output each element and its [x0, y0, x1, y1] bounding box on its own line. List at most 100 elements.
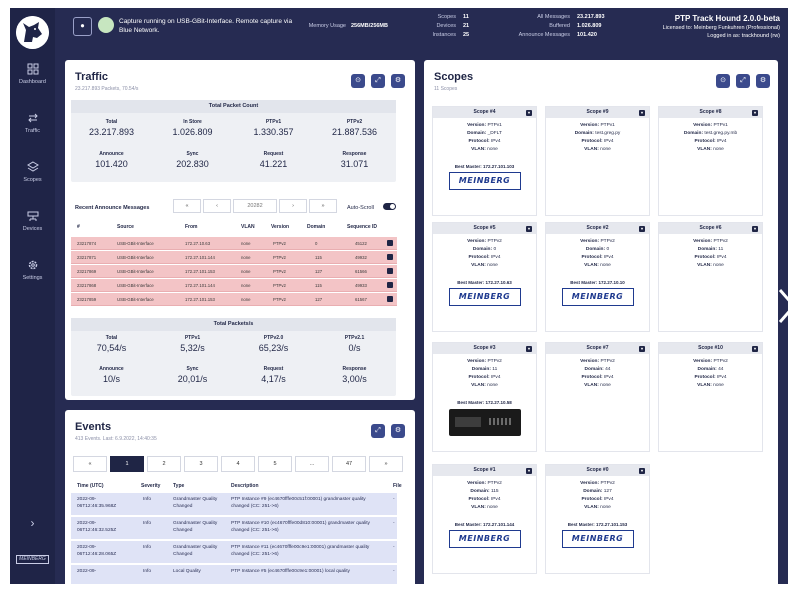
events-page-first[interactable]: «: [73, 456, 107, 472]
column-header[interactable]: Severity: [141, 483, 161, 489]
scope-card[interactable]: Scope #3 ▾ Version: PTPv2 Domain: 11 Protoco…: [432, 342, 537, 452]
record-icon: ⏺: [80, 23, 85, 30]
scope-menu-icon[interactable]: ▾: [639, 345, 645, 352]
scopes-capture-button[interactable]: ⊙: [716, 74, 730, 88]
autoscroll-toggle[interactable]: [383, 203, 396, 210]
column-header[interactable]: From: [185, 224, 198, 230]
scope-card[interactable]: Scope #9 ▾ Version: PTPv1 Domain: test.greg…: [545, 106, 650, 216]
event-row[interactable]: 2022-09-06T12:46:28.065Z Info Grandmaster …: [71, 541, 397, 564]
column-header[interactable]: File: [393, 483, 402, 489]
scope-protocol-label: Protocol:: [581, 139, 603, 144]
scope-card[interactable]: Scope #5 ▾ Version: PTPv2 Domain: 0 Protocol…: [432, 222, 537, 332]
traffic-settings-button[interactable]: ⚙: [391, 74, 405, 88]
scope-menu-icon[interactable]: ▾: [639, 467, 645, 474]
collapse-sidebar-button[interactable]: ›: [30, 516, 35, 530]
pager-last-button[interactable]: »: [309, 199, 337, 213]
row-menu-icon[interactable]: [387, 268, 393, 274]
sidebar-item-dashboard[interactable]: Dashboard: [10, 56, 55, 102]
column-header[interactable]: Sequence ID: [347, 224, 378, 230]
column-header[interactable]: Version: [271, 224, 290, 230]
events-page-5[interactable]: 5: [258, 456, 292, 472]
table-row[interactable]: 23217869 USB-GBit-Interface 172.27.101.153…: [71, 265, 397, 278]
sidebar-item-traffic[interactable]: Traffic: [10, 105, 55, 151]
scope-menu-icon[interactable]: ▾: [526, 225, 532, 232]
sidebar-item-settings[interactable]: Settings: [10, 252, 55, 298]
scope-card[interactable]: Scope #2 ▾ Version: PTPv2 Domain: 0 Protocol…: [545, 222, 650, 332]
row-menu-icon[interactable]: [387, 282, 393, 288]
chevron-right-icon[interactable]: [776, 288, 788, 324]
scope-vlan-label: VLAN:: [584, 263, 599, 268]
cell: 172.27.101.144: [185, 283, 215, 288]
best-master-value: 172.27.10.58: [485, 400, 512, 405]
scope-properties: Version: PTPv2 Domain: 127 Protocol: IPv4 V…: [546, 476, 649, 512]
scope-menu-icon[interactable]: ▾: [752, 109, 758, 116]
scopes-settings-button[interactable]: ⚙: [756, 74, 770, 88]
scope-menu-icon[interactable]: ▾: [752, 225, 758, 232]
scope-vlan: VLAN: none: [546, 262, 649, 270]
pager-next-button[interactable]: ›: [279, 199, 307, 213]
capture-button[interactable]: ⏺: [73, 17, 92, 36]
column-header[interactable]: Time (UTC): [77, 483, 104, 489]
column-header[interactable]: Description: [231, 483, 259, 489]
scope-properties: Version: PTPv2 Domain: 11 Protocol: IPv4 VL…: [659, 234, 762, 270]
event-row[interactable]: 2022-09-06T12:46:35.968Z Info Grandmaster …: [71, 493, 397, 516]
cell: USB-GBit-Interface: [117, 255, 154, 260]
event-row[interactable]: 2022-09- Info Local Quality PTP Instance #5…: [71, 565, 397, 584]
scope-protocol-label: Protocol:: [694, 255, 716, 260]
events-page-4[interactable]: 4: [221, 456, 255, 472]
scope-card[interactable]: Scope #0 ▾ Version: PTPv2 Domain: 127 Protoc…: [545, 464, 650, 574]
cell: PTPv2: [273, 269, 286, 274]
scope-version: Version: PTPv2: [659, 238, 762, 246]
scope-menu-icon[interactable]: ▾: [526, 109, 532, 116]
stat-value: 23.217.893: [88, 127, 135, 137]
table-row[interactable]: 23217859 USB-GBit-Interface 172.27.101.153…: [71, 293, 397, 306]
scope-name: Scope #5: [473, 225, 496, 231]
events-page-47[interactable]: 47: [332, 456, 366, 472]
events-page-2[interactable]: 2: [147, 456, 181, 472]
row-menu-icon[interactable]: [387, 240, 393, 246]
column-header[interactable]: #: [77, 224, 80, 230]
row-menu-icon[interactable]: [387, 254, 393, 260]
table-row[interactable]: 23217874 USB-GBit-Interface 172.27.10.63 no…: [71, 237, 397, 250]
column-header[interactable]: Source: [117, 224, 134, 230]
scope-card[interactable]: Scope #10 ▾ Version: PTPv2 Domain: 44 Protoc…: [658, 342, 763, 452]
app-logo[interactable]: [16, 16, 49, 49]
row-menu-icon[interactable]: [387, 296, 393, 302]
scope-card[interactable]: Scope #6 ▾ Version: PTPv2 Domain: 11 Protoco…: [658, 222, 763, 332]
scope-properties: Version: PTPv2 Domain: 0 Protocol: IPv4 VLA…: [433, 234, 536, 270]
sidebar-item-devices[interactable]: Devices: [10, 203, 55, 249]
scope-menu-icon[interactable]: ▾: [639, 109, 645, 116]
pager-position-input[interactable]: 20282: [233, 199, 277, 213]
column-header[interactable]: VLAN: [241, 224, 255, 230]
stat-value: 202.830: [176, 159, 209, 169]
event-row[interactable]: 2022-09-06T12:46:32.525Z Info Grandmaster …: [71, 517, 397, 540]
events-settings-button[interactable]: ⚙: [391, 424, 405, 438]
scope-vlan: VLAN: none: [546, 146, 649, 154]
events-expand-button[interactable]: ⤢: [371, 424, 385, 438]
scopes-expand-button[interactable]: ⤢: [736, 74, 750, 88]
total-packet-count-header: Total Packet Count: [71, 100, 396, 113]
traffic-capture-button[interactable]: ⊙: [351, 74, 365, 88]
table-row[interactable]: 23217871 USB-GBit-Interface 172.27.101.144…: [71, 251, 397, 264]
scope-menu-icon[interactable]: ▾: [639, 225, 645, 232]
scope-domain: Domain: 127: [546, 488, 649, 496]
column-header[interactable]: Domain: [307, 224, 326, 230]
events-page-1[interactable]: 1: [110, 456, 144, 472]
scope-menu-icon[interactable]: ▾: [526, 467, 532, 474]
events-page-last[interactable]: »: [369, 456, 403, 472]
scope-menu-icon[interactable]: ▾: [526, 345, 532, 352]
events-page-3[interactable]: 3: [184, 456, 218, 472]
scope-card[interactable]: Scope #4 ▾ Version: PTPv1 Domain: _DFLT Prot…: [432, 106, 537, 216]
traffic-expand-button[interactable]: ⤢: [371, 74, 385, 88]
table-row[interactable]: 23217868 USB-GBit-Interface 172.27.101.144…: [71, 279, 397, 292]
scope-card[interactable]: Scope #1 ▾ Version: PTPv2 Domain: 115 Protoc…: [432, 464, 537, 574]
sidebar-item-scopes[interactable]: Scopes: [10, 154, 55, 200]
scope-card[interactable]: Scope #8 ▾ Version: PTPv1 Domain: test.greg…: [658, 106, 763, 216]
login-info[interactable]: Logged in as: trackhound (rw): [707, 33, 780, 39]
pager-prev-button[interactable]: ‹: [203, 199, 231, 213]
scope-card[interactable]: Scope #7 ▾ Version: PTPv2 Domain: 44 Protoco…: [545, 342, 650, 452]
column-header[interactable]: Type: [173, 483, 185, 489]
pager-first-button[interactable]: «: [173, 199, 201, 213]
scope-menu-icon[interactable]: ▾: [752, 345, 758, 352]
scope-properties: Version: PTPv1 Domain: _DFLT Protocol: IPv…: [433, 118, 536, 154]
